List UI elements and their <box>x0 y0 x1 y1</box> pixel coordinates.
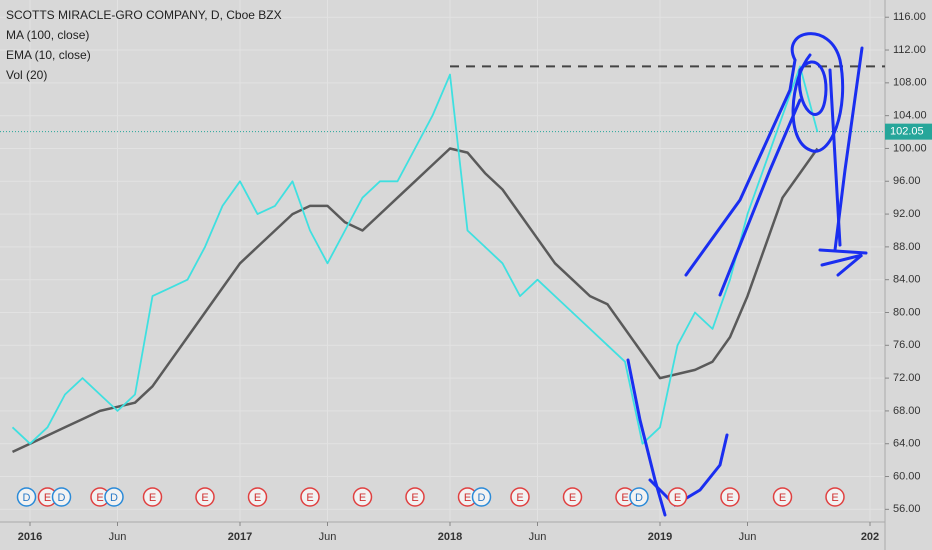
y-tick-label: 100.00 <box>893 142 927 154</box>
event-marker <box>562 487 583 507</box>
event-label: E <box>306 492 313 504</box>
event-label: D <box>23 492 31 504</box>
legend-entry: EMA (10, close) <box>6 48 91 62</box>
x-tick-label: Jun <box>319 531 337 543</box>
event-marker <box>405 487 425 507</box>
event-label: E <box>149 492 156 504</box>
hand-drawings <box>626 32 868 517</box>
event-marker <box>195 487 215 507</box>
y-tick-label: 68.00 <box>893 405 921 417</box>
event-label: D <box>110 492 118 504</box>
y-tick-label: 56.00 <box>893 503 921 515</box>
event-label: E <box>464 492 471 504</box>
y-tick-label: 84.00 <box>893 274 921 286</box>
legend-entry: Vol (20) <box>6 68 47 82</box>
drawing <box>818 248 868 277</box>
event-label: E <box>44 492 51 504</box>
x-tick-label: 2018 <box>438 531 462 543</box>
event-marker <box>510 487 530 507</box>
x-tick-label: 2017 <box>228 531 252 543</box>
x-tick-label: 2019 <box>648 531 672 543</box>
event-marker <box>16 487 37 507</box>
drawing <box>797 60 828 116</box>
chart-title: SCOTTS MIRACLE-GRO COMPANY, D, Cboe BZX <box>6 8 282 22</box>
event-marker <box>352 487 373 507</box>
event-marker <box>825 487 845 507</box>
y-tick-label: 64.00 <box>893 438 921 450</box>
event-label: E <box>96 492 103 504</box>
series-line <box>11 147 819 454</box>
drawing <box>626 358 667 517</box>
drawing <box>718 98 802 297</box>
event-label: E <box>674 492 681 504</box>
y-tick-label: 104.00 <box>893 110 927 122</box>
last-price-box <box>885 123 932 140</box>
event-marker <box>667 487 688 507</box>
event-label: E <box>359 492 366 504</box>
x-tick-label: Jun <box>529 531 547 543</box>
event-label: E <box>411 492 418 504</box>
event-marker <box>772 487 793 507</box>
y-tick-label: 88.00 <box>893 241 921 253</box>
event-label: E <box>569 492 576 504</box>
event-marker <box>471 487 492 507</box>
drawing <box>833 46 864 252</box>
event-marker <box>300 487 320 507</box>
y-tick-label: 92.00 <box>893 208 921 220</box>
drawing <box>684 58 797 277</box>
event-label: E <box>621 492 628 504</box>
y-tick-label: 72.00 <box>893 372 921 384</box>
legend-entry: MA (100, close) <box>6 28 89 42</box>
event-marker <box>629 487 649 507</box>
y-tick-label: 116.00 <box>893 11 926 23</box>
series-line <box>11 65 819 445</box>
event-label: E <box>516 492 523 504</box>
plot <box>0 65 885 454</box>
x-tick-label: 2016 <box>18 531 42 543</box>
y-tick-label: 80.00 <box>893 306 921 318</box>
event-label: D <box>478 492 486 504</box>
event-label: D <box>58 492 66 504</box>
event-label: E <box>831 492 838 504</box>
last-price-label: 102.05 <box>890 126 924 138</box>
event-marker <box>247 487 268 507</box>
x-tick-label: Jun <box>739 531 757 543</box>
event-marker <box>142 487 163 507</box>
event-label: E <box>779 492 786 504</box>
event-label: E <box>254 492 261 504</box>
y-tick-label: 96.00 <box>893 175 921 187</box>
x-tick-label: Jun <box>109 531 127 543</box>
event-label: E <box>726 492 733 504</box>
y-tick-label: 60.00 <box>893 470 921 482</box>
x-tick-label: 202 <box>861 531 879 543</box>
event-label: D <box>635 492 643 504</box>
y-tick-label: 76.00 <box>893 339 921 351</box>
event-marker <box>51 487 72 507</box>
drawing <box>790 32 845 153</box>
event-marker <box>104 487 124 507</box>
drawing <box>648 433 729 507</box>
event-marker <box>720 487 740 507</box>
grid <box>0 0 885 522</box>
y-tick-label: 112.00 <box>893 44 926 56</box>
event-label: E <box>201 492 208 504</box>
y-tick-label: 108.00 <box>893 77 927 89</box>
